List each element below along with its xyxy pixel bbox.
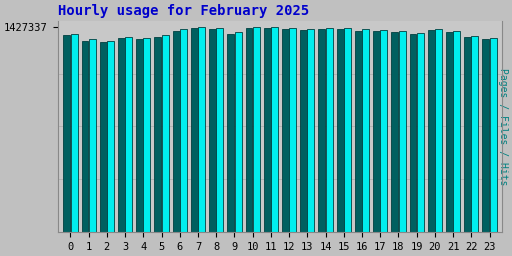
Bar [362, 29, 369, 232]
Bar [289, 28, 296, 232]
Bar [209, 29, 216, 232]
Bar [118, 38, 125, 232]
Bar [253, 27, 260, 232]
Bar [125, 37, 132, 232]
Bar [410, 34, 416, 232]
Bar [428, 30, 435, 232]
Bar [234, 32, 242, 232]
Bar [217, 28, 223, 232]
Bar [180, 29, 187, 232]
Bar [89, 39, 96, 232]
Bar [489, 38, 497, 232]
Bar [81, 41, 89, 232]
Bar [143, 38, 151, 232]
Bar [107, 41, 114, 232]
Bar [191, 28, 198, 232]
Bar [264, 28, 271, 232]
Bar [71, 34, 77, 232]
Bar [344, 28, 351, 232]
Bar [391, 32, 398, 232]
Bar [398, 31, 406, 232]
Text: Hourly usage for February 2025: Hourly usage for February 2025 [58, 4, 309, 18]
Bar [155, 37, 161, 232]
Bar [464, 37, 471, 232]
Bar [446, 32, 453, 232]
Bar [318, 29, 325, 232]
Bar [308, 29, 314, 232]
Bar [300, 30, 307, 232]
Bar [271, 27, 278, 232]
Bar [227, 34, 234, 232]
Bar [136, 39, 143, 232]
Bar [336, 29, 344, 232]
Bar [380, 30, 387, 232]
Bar [100, 42, 106, 232]
Bar [482, 39, 489, 232]
Bar [162, 35, 168, 232]
Y-axis label: Pages / Files / Hits: Pages / Files / Hits [498, 68, 508, 185]
Bar [373, 31, 380, 232]
Bar [355, 30, 362, 232]
Bar [435, 29, 442, 232]
Bar [453, 31, 460, 232]
Bar [417, 33, 424, 232]
Bar [198, 27, 205, 232]
Bar [63, 35, 70, 232]
Bar [173, 31, 180, 232]
Bar [282, 29, 289, 232]
Bar [246, 28, 252, 232]
Bar [472, 36, 478, 232]
Bar [326, 28, 333, 232]
